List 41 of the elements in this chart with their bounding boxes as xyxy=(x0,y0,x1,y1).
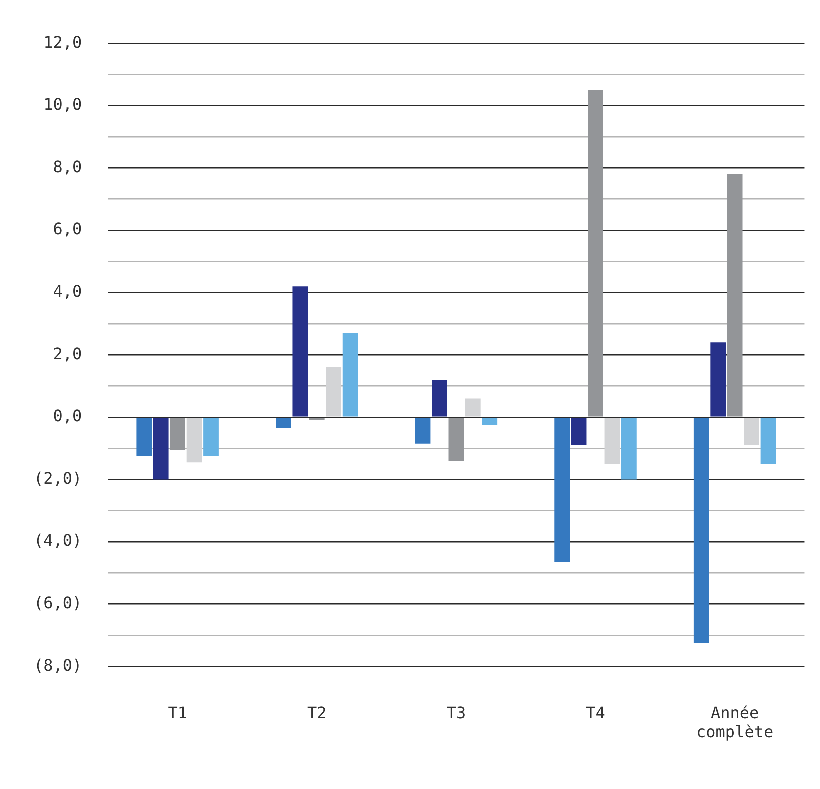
bar xyxy=(727,174,743,417)
bar xyxy=(309,418,325,421)
bar xyxy=(415,418,431,444)
bar xyxy=(153,418,169,480)
bar xyxy=(292,286,308,417)
bar xyxy=(326,368,342,417)
bar xyxy=(136,418,152,456)
y-tick-label: 4,0 xyxy=(53,282,82,301)
y-tick-label: 8,0 xyxy=(53,157,82,176)
y-tick-label: 2,0 xyxy=(53,344,82,364)
x-tick-label: T1 xyxy=(168,703,188,722)
bar xyxy=(694,418,710,644)
y-tick-label: (6,0) xyxy=(34,593,82,612)
bar xyxy=(276,418,292,428)
bar xyxy=(204,418,219,456)
y-tick-label: (2,0) xyxy=(34,468,82,488)
bar xyxy=(432,380,448,417)
x-tick-label: T4 xyxy=(586,703,606,722)
bar xyxy=(710,342,726,417)
bar xyxy=(170,418,186,450)
x-tick-label: T2 xyxy=(308,703,327,722)
bar xyxy=(622,418,637,480)
y-tick-label: 6,0 xyxy=(53,220,82,239)
bar xyxy=(744,418,760,446)
bar xyxy=(186,418,202,463)
bar xyxy=(465,398,481,417)
bar xyxy=(604,418,620,464)
y-tick-label: (8,0) xyxy=(34,656,82,675)
bar xyxy=(448,418,464,462)
x-tick-label: Année complète xyxy=(696,703,774,742)
y-tick-label: 12,0 xyxy=(44,32,82,52)
bar xyxy=(342,333,358,417)
bar xyxy=(588,90,604,417)
x-tick-label: T3 xyxy=(446,703,466,722)
bar xyxy=(554,418,570,562)
bar xyxy=(482,418,498,426)
y-tick-label: 10,0 xyxy=(44,95,82,114)
bar xyxy=(571,418,587,446)
y-tick-label: 0,0 xyxy=(53,406,82,426)
bar xyxy=(760,418,776,464)
y-tick-label: (4,0) xyxy=(34,531,82,550)
